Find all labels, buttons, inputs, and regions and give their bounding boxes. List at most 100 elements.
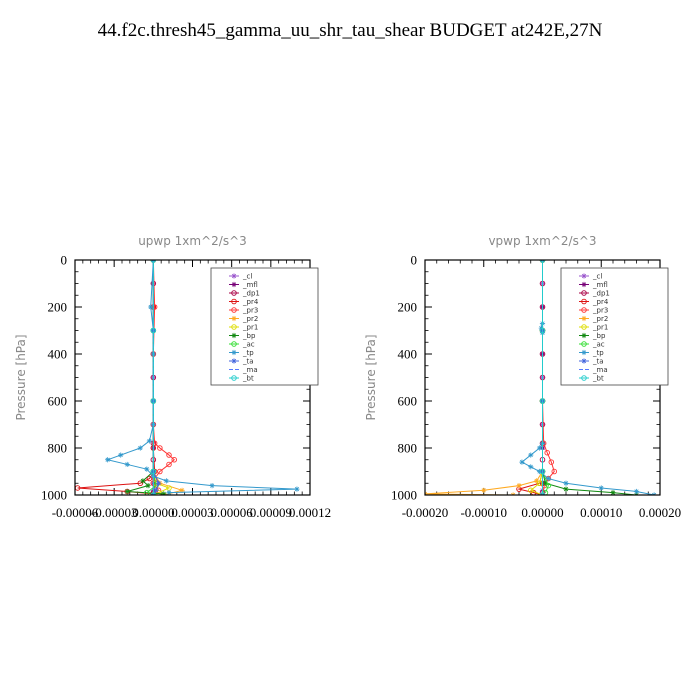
data-point-pr2 (534, 478, 540, 484)
data-point-tp (536, 445, 543, 451)
data-point-bp (610, 490, 616, 495)
x-tick-label: 0.00020 (639, 505, 681, 520)
legend-marker (581, 358, 587, 364)
data-point-pr3 (171, 457, 177, 463)
legend-marker (231, 281, 237, 288)
data-point-tp (528, 464, 534, 470)
x-tick-label: -0.00020 (402, 505, 449, 520)
series-line-pr2 (152, 260, 184, 495)
legend-marker (581, 307, 587, 313)
legend-marker (231, 349, 237, 356)
legend-label: _pr1 (242, 324, 258, 332)
data-point-bt (539, 468, 546, 475)
subplot-title: vpwp 1xm^2/s^3 (488, 234, 596, 248)
data-point-pr2 (179, 487, 185, 493)
data-point-pr3 (548, 459, 555, 465)
legend-marker (581, 332, 587, 339)
data-point-tp (148, 304, 154, 310)
data-point-tp (105, 457, 111, 463)
data-point-pr3 (151, 440, 158, 447)
data-point-tp (545, 475, 551, 482)
x-tick-label: 0.00003 (171, 505, 213, 520)
legend-label: _bp (242, 332, 256, 340)
legend-label: _pr4 (592, 298, 609, 306)
y-tick-label: 0 (61, 253, 68, 268)
legend-marker (581, 324, 587, 330)
legend-label: _pr1 (592, 324, 608, 332)
legend-marker (231, 341, 237, 347)
data-point-pr4 (146, 475, 153, 482)
y-tick-label: 0 (411, 253, 418, 268)
x-tick-label: 0.00000 (521, 505, 563, 520)
legend-label: _pr3 (242, 307, 258, 315)
series-line-bp (127, 260, 164, 495)
legend-marker (581, 273, 587, 279)
data-point-pr3 (166, 452, 172, 458)
legend-label: _ac (242, 341, 255, 349)
legend-marker (231, 298, 237, 305)
y-tick-label: 1000 (41, 488, 67, 503)
data-point-bt (539, 492, 546, 495)
subplot-title: upwp 1xm^2/s^3 (138, 234, 247, 248)
legend-marker (231, 375, 237, 381)
data-point-bp (124, 488, 130, 495)
legend-marker (581, 341, 587, 347)
data-point-tp (536, 468, 543, 475)
data-point-bp (161, 491, 167, 495)
data-point-pr2 (516, 483, 522, 489)
legend-marker (581, 349, 587, 356)
data-point-tp (163, 478, 169, 484)
data-point-pr3 (551, 468, 558, 475)
legend-label: _cl (592, 273, 602, 281)
legend-label: _cl (242, 273, 252, 281)
data-point-tp (519, 459, 525, 465)
data-point-pr3 (157, 445, 163, 451)
chart-panel-vpwp: vpwp 1xm^2/s^3 Pressure [hPa] 0 200 400 600 80… (364, 234, 681, 520)
legend-label: _bt (592, 375, 604, 383)
legend-label: _pr2 (242, 315, 258, 323)
legend-label: _ac (592, 341, 605, 349)
legend-label: _pr3 (592, 307, 608, 315)
series-group (75, 260, 300, 495)
x-tick-label: -0.00003 (91, 505, 138, 520)
legend-label: _tp (592, 349, 604, 357)
legend-marker (231, 290, 237, 296)
series-line-pr3 (152, 260, 175, 495)
legend-label: _dp1 (242, 290, 260, 298)
x-tick-label: 0.00006 (211, 505, 254, 520)
legend-marker (231, 273, 237, 279)
y-axis-label: Pressure [hPa] (364, 334, 378, 420)
y-tick-label: 800 (398, 441, 418, 456)
data-point-bt (150, 492, 157, 495)
data-point-bt (539, 398, 546, 404)
y-tick-label: 200 (48, 300, 68, 315)
legend-marker (581, 281, 587, 288)
data-point-tp (528, 452, 534, 458)
y-axis-label: Pressure [hPa] (14, 334, 28, 420)
x-tick-label: 0.00010 (580, 505, 622, 520)
legend-label: _bt (242, 375, 254, 383)
legend-marker (581, 375, 587, 381)
legend-label: _mfl (242, 281, 258, 289)
data-point-tp (563, 480, 569, 486)
legend-marker (231, 307, 237, 313)
data-point-tp (124, 461, 130, 468)
legend-label: _pr2 (592, 315, 608, 323)
data-point-pr1 (536, 480, 543, 487)
legend-box (560, 267, 669, 386)
data-point-ac (545, 482, 552, 489)
series-line-pr4 (77, 260, 156, 495)
x-tick-label: 0.00009 (250, 505, 292, 520)
y-tick-label: 600 (398, 394, 418, 409)
legend-label: _dp1 (592, 290, 610, 298)
legend-marker (231, 315, 237, 322)
legend-box (210, 267, 319, 386)
y-tick-label: 200 (398, 300, 418, 315)
legend-label: _ma (242, 366, 258, 374)
data-point-ta (153, 487, 159, 493)
data-point-tp (144, 466, 150, 472)
data-point-tp (209, 483, 215, 489)
legend: _cl_mfl_dp1_pr4_pr3_pr2_pr1_bp_ac_tp_ta_… (210, 267, 319, 386)
data-point-tp (294, 486, 300, 492)
data-point-bt (150, 468, 157, 475)
